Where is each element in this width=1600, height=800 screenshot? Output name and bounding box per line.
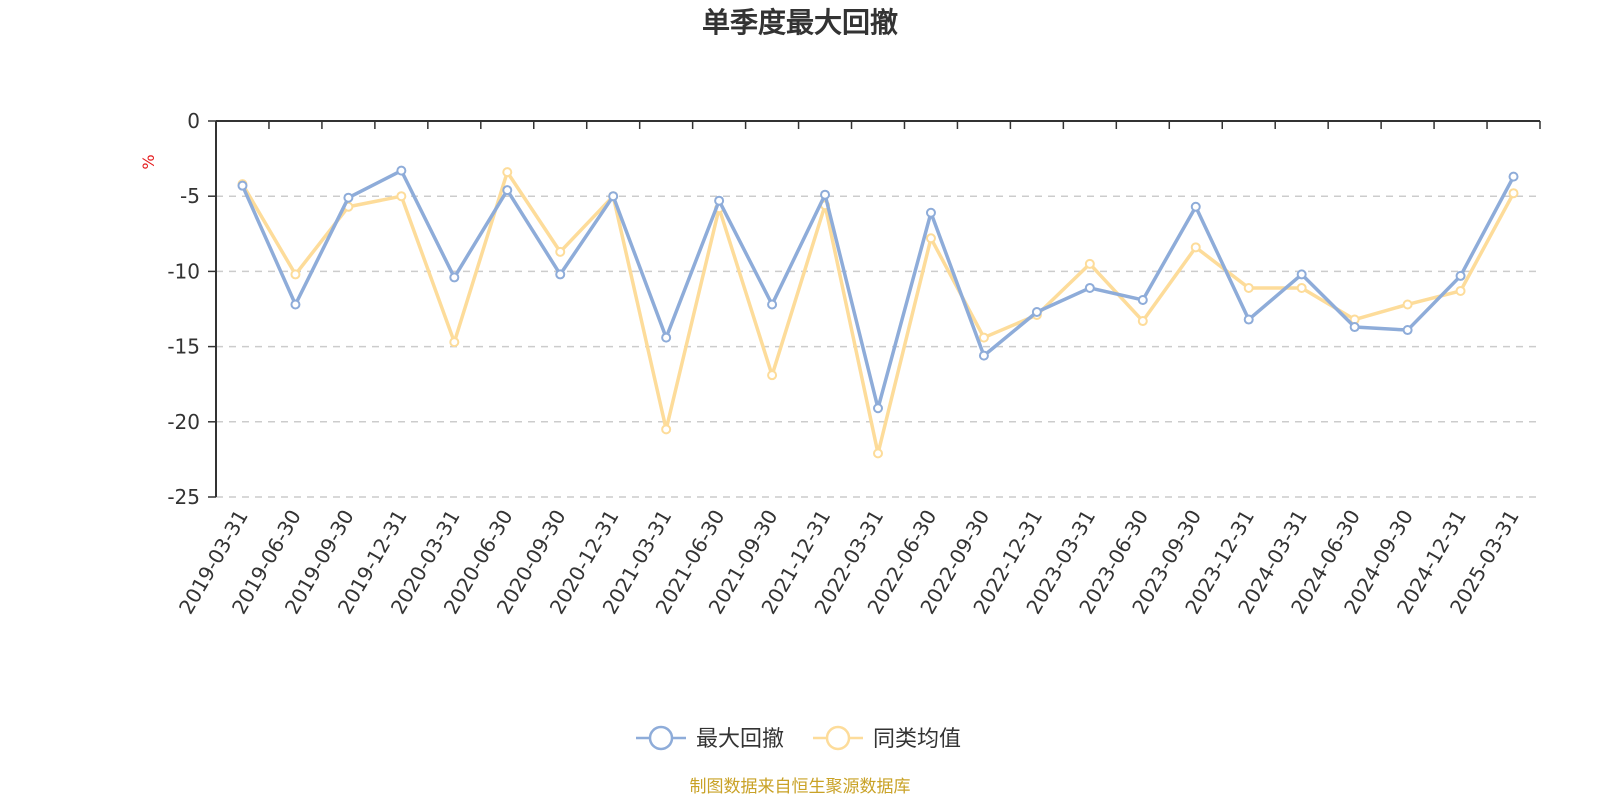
- data-point: [767, 299, 778, 310]
- y-tick-labels: 0 -5 -10 -15 -20 -25: [167, 109, 200, 509]
- data-point: [502, 185, 513, 196]
- data-point: [978, 350, 989, 361]
- data-point: [873, 403, 883, 414]
- legend-item-1[interactable]: 同类均值: [813, 725, 961, 752]
- data-point: [1137, 316, 1148, 327]
- data-point: [661, 332, 672, 343]
- data-point: [1137, 294, 1148, 305]
- y-tick-label: -15: [167, 335, 200, 359]
- data-point: [1084, 258, 1095, 269]
- y-tick-label: -10: [167, 259, 200, 283]
- data-point: [1455, 285, 1466, 296]
- y-tick-label: -25: [167, 485, 200, 509]
- data-point: [925, 207, 936, 218]
- y-axis-unit: %: [139, 154, 158, 169]
- y-tick-label: 0: [187, 109, 200, 133]
- data-point: [237, 180, 248, 191]
- legend-marker: [648, 725, 674, 751]
- chart-title: 单季度最大回撤: [702, 6, 898, 39]
- axes: [208, 120, 1541, 498]
- data-point: [1508, 171, 1519, 182]
- legend-label: 同类均值: [873, 727, 961, 752]
- data-point: [1402, 325, 1413, 336]
- data-point: [978, 332, 989, 343]
- legend-item-0[interactable]: 最大回撤: [636, 725, 784, 752]
- data-point: [1190, 242, 1201, 253]
- data-point: [714, 195, 725, 206]
- y-tick-label: -20: [167, 410, 200, 434]
- data-point: [661, 424, 672, 435]
- data-point: [1455, 270, 1466, 281]
- data-point: [555, 246, 566, 257]
- data-point: [449, 337, 460, 348]
- data-point: [502, 167, 513, 178]
- data-point: [1190, 201, 1201, 212]
- data-point: [449, 272, 460, 283]
- series-lines: [237, 165, 1519, 459]
- data-point: [608, 191, 619, 202]
- data-point: [1084, 282, 1095, 293]
- legend-label: 最大回撤: [696, 727, 784, 752]
- x-tick-labels: 2019-03-312019-06-302019-09-302019-12-31…: [174, 505, 1524, 618]
- source-note: 制图数据来自恒生聚源数据库: [690, 777, 911, 797]
- data-point: [767, 370, 778, 381]
- data-point: [396, 191, 407, 202]
- data-point: [925, 233, 936, 244]
- data-point: [820, 189, 831, 200]
- data-point: [1402, 299, 1413, 310]
- series-line-0: [240, 168, 1516, 411]
- data-point: [1296, 269, 1307, 280]
- data-point: [1031, 307, 1042, 318]
- data-point: [873, 448, 883, 459]
- data-point: [1243, 314, 1254, 325]
- legend[interactable]: 最大回撤 同类均值: [636, 725, 961, 752]
- data-point: [1349, 322, 1360, 333]
- data-point: [343, 192, 354, 203]
- legend-marker: [825, 725, 851, 751]
- data-point: [1296, 282, 1307, 293]
- data-point: [396, 165, 407, 176]
- data-point: [555, 269, 566, 280]
- data-point: [1243, 282, 1254, 293]
- data-point: [1508, 188, 1519, 199]
- data-point: [290, 269, 301, 280]
- data-point: [290, 299, 301, 310]
- y-tick-label: -5: [180, 184, 200, 208]
